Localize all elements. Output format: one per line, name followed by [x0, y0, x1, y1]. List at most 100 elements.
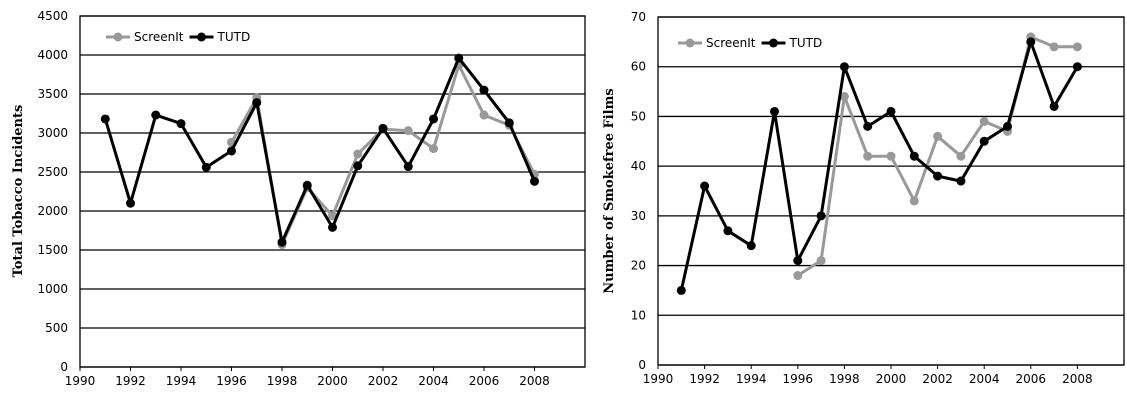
tobacco-y-tick-label: 1000	[37, 282, 68, 296]
smokefree-tutd-data-point	[979, 136, 989, 146]
smokefree-tutd-data-point	[746, 241, 756, 251]
tobacco-tutd-data-point	[100, 114, 110, 124]
smokefree-tutd-data-point	[770, 106, 779, 116]
smokefree-tutd-data-point	[956, 176, 966, 186]
smokefree-screenit-data-point	[793, 271, 803, 281]
smokefree-screenit-data-point	[979, 116, 989, 126]
tobacco-x-tick-label: 2000	[317, 374, 348, 388]
tobacco-screenit-data-point	[328, 211, 337, 221]
smokefree-films-chart: 0 10 20 30 40 50 60 70 1990 1992 1994 1996 1998 2000 2…	[602, 10, 1125, 386]
smokefree-x-tick-label: 2000	[876, 372, 907, 386]
smokefree-screenit-data-point	[886, 151, 896, 161]
smokefree-x-tick-label: 1990	[643, 372, 674, 386]
tobacco-x-tick-label: 2006	[469, 374, 500, 388]
tobacco-x-tick-label: 1996	[216, 374, 247, 388]
smokefree-x-tick-label: 1996	[783, 372, 814, 386]
smokefree-y-tick-label: 60	[631, 60, 646, 74]
tobacco-y-tick-label: 3000	[37, 126, 68, 140]
smokefree-y-tick-label: 70	[631, 10, 646, 24]
smokefree-screenit-data-point	[863, 151, 873, 161]
tobacco-legend-label-screenit: ScreenIt	[134, 30, 184, 44]
tobacco-tutd-data-point	[277, 237, 287, 247]
smokefree-legend: ScreenIt TUTD	[678, 36, 822, 50]
tobacco-screenit-data-point	[479, 110, 489, 120]
tobacco-screenit-data-point	[429, 144, 438, 154]
tobacco-tutd-data-point	[126, 198, 135, 208]
smokefree-x-tick-label: 1998	[829, 372, 860, 386]
smokefree-legend-label-tutd: TUTD	[789, 36, 823, 50]
tobacco-y-tick-label: 4000	[37, 48, 68, 62]
smokefree-y-axis-label: Number of Smokefree Films	[602, 88, 617, 293]
tobacco-tutd-data-point	[302, 180, 312, 190]
tobacco-tutd-data-point	[479, 85, 489, 95]
smokefree-screenit-data-point	[1049, 42, 1059, 52]
tobacco-x-tick-label: 2004	[418, 374, 449, 388]
tobacco-x-tick-label: 2002	[368, 374, 399, 388]
tobacco-legend-marker-screenit	[113, 32, 123, 42]
tobacco-tutd-data-point	[378, 123, 388, 133]
smokefree-legend-marker-tutd	[769, 38, 778, 48]
smokefree-x-tick-label: 2002	[922, 372, 953, 386]
tobacco-y-axis-label: Total Tobacco Incidents	[11, 105, 26, 278]
tobacco-legend-marker-tutd	[197, 32, 206, 42]
smokefree-tutd-data-point	[933, 171, 943, 181]
smokefree-y-tick-label: 0	[638, 358, 646, 372]
smokefree-screenit-data-point	[1072, 42, 1082, 52]
tobacco-tutd-data-point	[252, 98, 262, 108]
tobacco-y-tick-label: 2500	[37, 165, 68, 179]
smokefree-tutd-data-point	[909, 151, 919, 161]
tobacco-tutd-data-point	[530, 176, 539, 186]
smokefree-x-tick-label: 2008	[1062, 372, 1093, 386]
smokefree-tutd-data-point	[1072, 62, 1082, 72]
smokefree-x-tick-label: 1994	[736, 372, 767, 386]
tobacco-tutd-data-point	[176, 119, 186, 129]
smokefree-screenit-series-line	[796, 35, 1078, 277]
tobacco-tutd-data-point	[328, 222, 337, 232]
tobacco-y-tick-label: 500	[45, 321, 68, 335]
smokefree-tutd-data-point	[816, 211, 826, 221]
tobacco-tutd-data-point	[504, 118, 514, 128]
tobacco-legend: ScreenIt TUTD	[106, 30, 250, 44]
tobacco-legend-label-tutd: TUTD	[217, 30, 251, 44]
smokefree-tutd-data-point	[1049, 101, 1059, 111]
tobacco-y-tick-label: 1500	[37, 243, 68, 257]
smokefree-y-tick-label: 10	[631, 308, 646, 322]
tobacco-incidents-chart: 0 500 1000 1500 2000 2500 3000 3500 4000 4500 1990…	[11, 9, 586, 388]
smokefree-legend-label-screenit: ScreenIt	[706, 36, 756, 50]
tobacco-tutd-data-point	[454, 53, 464, 63]
smokefree-screenit-data-point	[839, 92, 849, 102]
smokefree-tutd-data-point	[793, 256, 803, 266]
smokefree-x-tick-label: 1992	[689, 372, 720, 386]
smokefree-y-tick-label: 50	[631, 109, 646, 123]
tobacco-tutd-data-point	[403, 162, 413, 172]
smokefree-legend-marker-screenit	[685, 38, 695, 48]
smokefree-tutd-data-point	[886, 106, 896, 116]
tobacco-screenit-data-point	[353, 149, 363, 159]
smokefree-y-tick-label: 30	[631, 209, 646, 223]
tobacco-tutd-data-point	[429, 114, 438, 124]
tobacco-y-tick-label: 2000	[37, 204, 68, 218]
tobacco-y-tick-label: 0	[60, 360, 68, 374]
tobacco-tutd-data-point	[353, 161, 363, 171]
smokefree-tutd-data-point	[839, 62, 849, 72]
tobacco-y-tick-label: 4500	[37, 9, 68, 23]
tobacco-tutd-data-point	[151, 110, 161, 120]
tobacco-x-tick-label: 1994	[166, 374, 197, 388]
smokefree-screenit-data-point	[816, 256, 826, 266]
smokefree-x-tick-label: 2004	[969, 372, 1000, 386]
smokefree-y-tick-label: 40	[631, 159, 646, 173]
smokefree-tutd-data-point	[700, 181, 710, 191]
smokefree-y-tick-label: 20	[631, 259, 646, 273]
smokefree-x-tick-label: 2006	[1016, 372, 1047, 386]
tobacco-x-tick-label: 1992	[115, 374, 146, 388]
smokefree-tutd-series-line	[679, 40, 1079, 291]
tobacco-x-tick-label: 1990	[65, 374, 96, 388]
tobacco-y-tick-label: 3500	[37, 87, 68, 101]
smokefree-tutd-data-point	[723, 226, 733, 236]
smokefree-plot-frame	[657, 16, 1125, 366]
tobacco-tutd-data-point	[227, 146, 236, 156]
tobacco-screenit-data-point	[403, 126, 413, 136]
smokefree-tutd-data-point	[863, 121, 873, 131]
tobacco-tutd-data-point	[201, 162, 211, 172]
smokefree-tutd-data-point	[1026, 37, 1036, 47]
